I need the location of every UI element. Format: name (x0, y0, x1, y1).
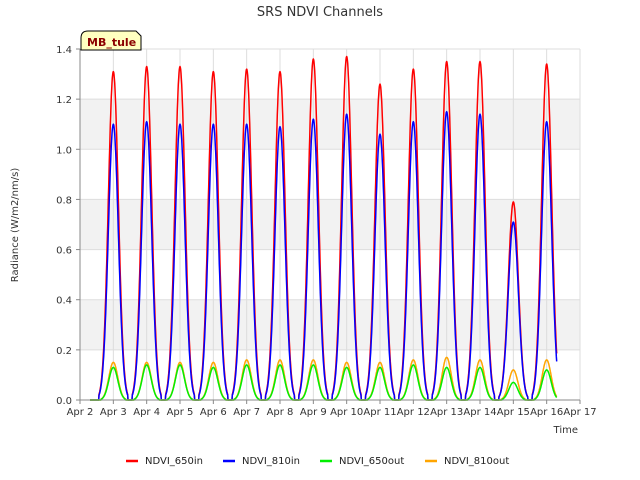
legend-label: NDVI_650out (339, 456, 404, 467)
legend: NDVI_650in NDVI_810in NDVI_650out NDVI_810o… (126, 456, 509, 467)
x-tick-label: Apr 16 (530, 407, 563, 418)
x-tick-label: Apr 12 (397, 407, 430, 418)
y-tick-label: 1.4 (56, 45, 72, 56)
x-tick-label: Apr 10 (330, 407, 363, 418)
y-tick-label: 1.0 (56, 145, 72, 156)
x-tick-labels: Apr 2 Apr 3 Apr 4 Apr 5 Apr 6 Apr 7 Apr 8 Apr 9… (67, 407, 597, 418)
x-tick-label: Apr 13 (430, 407, 463, 418)
legend-label: NDVI_650in (145, 456, 203, 467)
y-tick-label: 0.4 (56, 296, 72, 307)
x-tick-label: Apr 14 (463, 407, 496, 418)
legend-item: NDVI_810out (425, 456, 509, 467)
plot-band (80, 99, 580, 150)
x-tick-label: Apr 11 (363, 407, 396, 418)
y-tick-label: 0.2 (56, 346, 72, 357)
legend-item: NDVI_810in (223, 456, 300, 467)
series-layer (89, 55, 558, 401)
x-tick-label: Apr 7 (233, 407, 260, 418)
site-badge-box (80, 30, 142, 51)
plot-band (80, 199, 580, 250)
y-tick-label: 0.6 (56, 246, 72, 257)
x-tick-label: Apr 5 (167, 407, 194, 418)
plot-band (80, 299, 580, 350)
y-tick-labels: 0.0 0.2 0.4 0.6 0.8 1.0 1.2 1.4 (56, 45, 72, 407)
x-axis-label: Time (553, 425, 578, 436)
series-line-ndvi-810in (89, 110, 558, 401)
x-tick-label: Apr 15 (497, 407, 530, 418)
y-tick-label: 0.0 (56, 396, 72, 407)
x-tick-label: Apr 3 (100, 407, 127, 418)
chart-title: SRS NDVI Channels (257, 5, 383, 20)
legend-label: NDVI_810out (444, 456, 509, 467)
x-tick-label: Apr 17 (563, 407, 596, 418)
x-tick-label: Apr 8 (267, 407, 294, 418)
x-tick-label: Apr 4 (133, 407, 160, 418)
y-tick-label: 1.2 (56, 95, 72, 106)
site-badge-label: MB_tule (87, 36, 136, 49)
site-badge: MB_tule (80, 30, 142, 51)
series-line-ndvi-650out (89, 364, 558, 401)
y-tick-label: 0.8 (56, 195, 72, 206)
plot-background (80, 49, 580, 400)
x-tick-label: Apr 2 (67, 407, 94, 418)
axes (76, 48, 581, 404)
x-tick-label: Apr 9 (300, 407, 327, 418)
legend-item: NDVI_650out (320, 456, 404, 467)
x-tick-label: Apr 6 (200, 407, 227, 418)
legend-label: NDVI_810in (242, 456, 300, 467)
y-axis-label: Radiance (W/m2/nm/s) (10, 168, 21, 283)
legend-item: NDVI_650in (126, 456, 203, 467)
